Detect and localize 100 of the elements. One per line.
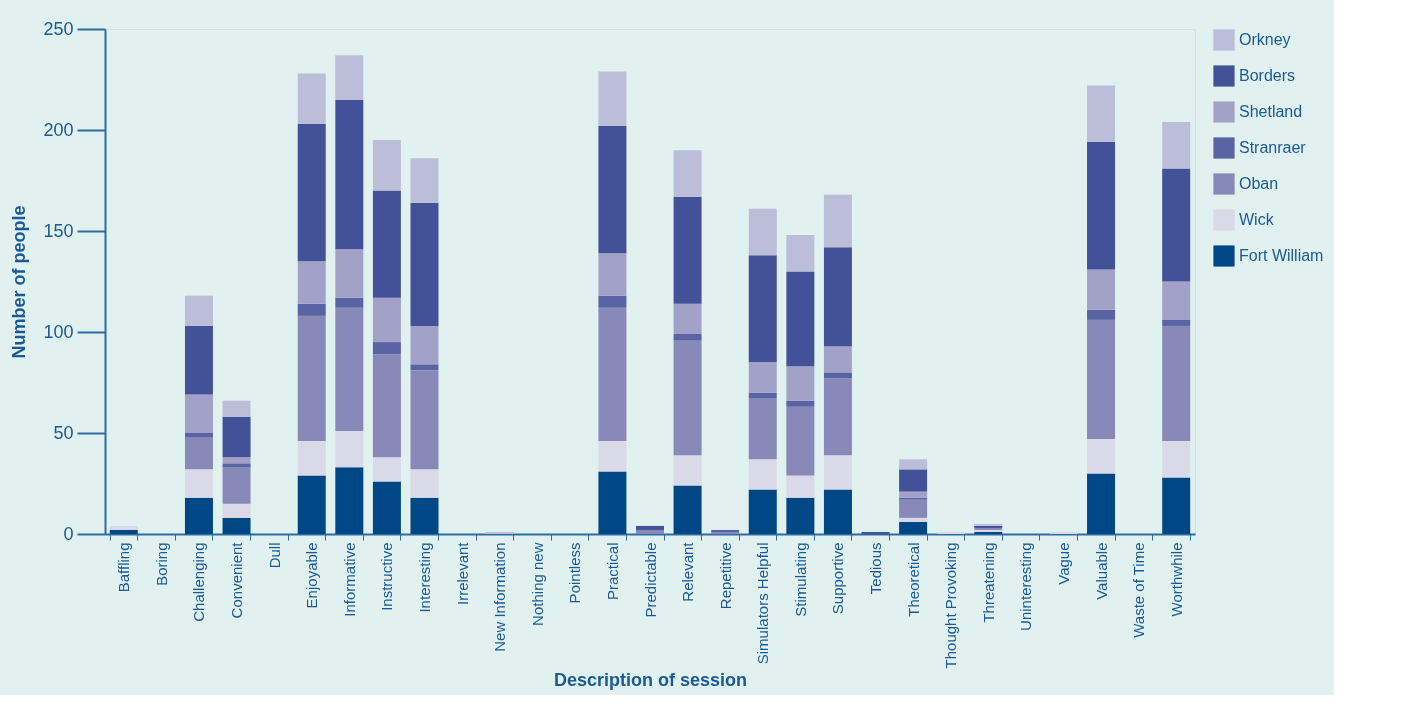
bar (372, 354, 401, 458)
bar (222, 416, 251, 458)
bar (335, 55, 364, 100)
bar (636, 525, 664, 530)
bar (748, 489, 777, 534)
x-axis-title: Description of session (553, 670, 748, 691)
legend-label: Orkney (1239, 31, 1291, 48)
bar (297, 315, 326, 442)
bar (1087, 309, 1116, 320)
bar (297, 303, 326, 316)
x-tick-label: Tedious (867, 542, 885, 595)
bar (823, 194, 852, 248)
bar (410, 469, 439, 498)
x-tick-label: Threatening (979, 542, 997, 623)
bar (598, 441, 627, 472)
bar (372, 140, 401, 191)
bar (598, 295, 627, 308)
bar (410, 497, 439, 534)
bar (1087, 439, 1116, 474)
bar (673, 303, 702, 335)
bar (184, 325, 213, 395)
bar (184, 295, 213, 326)
bar (485, 531, 514, 534)
x-tick-label: Convenient (228, 541, 246, 619)
x-tick-label: Interesting (415, 542, 433, 613)
x-tick-label: Boring (152, 542, 170, 586)
bar (936, 531, 965, 534)
bar (899, 517, 928, 522)
bar (1162, 168, 1191, 282)
bar (1087, 142, 1116, 270)
bar (372, 342, 401, 355)
bar (184, 394, 213, 433)
x-tick-label: Theoretical (904, 542, 922, 617)
bar (372, 190, 401, 298)
bar (673, 340, 702, 456)
bar (748, 255, 777, 363)
y-tick-label: 150 (43, 220, 74, 241)
bar (1049, 531, 1078, 534)
x-tick-label: Relevant (679, 541, 697, 602)
bar (1087, 85, 1116, 143)
x-tick-label: Practical (603, 542, 621, 601)
x-tick-label: Challenging (190, 542, 208, 622)
bar (823, 455, 852, 490)
bar (372, 481, 401, 534)
x-tick-label: New Information (491, 542, 509, 652)
bar (786, 366, 815, 401)
legend-label: Oban (1239, 175, 1279, 192)
bar (899, 491, 928, 498)
x-tick-label: Pointless (566, 542, 584, 604)
bar (786, 271, 815, 367)
bar (823, 378, 852, 456)
bar (598, 307, 627, 442)
bar (109, 525, 138, 530)
bar (598, 71, 627, 126)
x-tick-label: Uninteresting (1017, 542, 1035, 631)
bar (748, 398, 777, 460)
x-tick-label: Nothing new (528, 542, 546, 626)
bar (335, 249, 364, 298)
bar (786, 400, 815, 407)
legend-label: Fort William (1239, 247, 1324, 264)
bar (372, 457, 401, 482)
bar (598, 471, 627, 534)
bar (823, 247, 852, 347)
bar (1162, 477, 1191, 534)
bar (673, 455, 702, 486)
y-tick-label: 50 (53, 422, 74, 443)
bar (1162, 281, 1191, 320)
x-tick-label: Supportive (829, 542, 847, 615)
legend-label: Wick (1239, 211, 1275, 228)
bar (335, 430, 364, 468)
bar (598, 253, 627, 296)
x-tick-label: Stimulating (791, 542, 809, 617)
bar (410, 202, 439, 326)
bar (823, 372, 852, 379)
bar (410, 364, 439, 371)
bar (673, 150, 702, 197)
bar (1087, 269, 1116, 310)
bar (899, 521, 928, 534)
bar (184, 433, 213, 438)
bar (748, 392, 777, 399)
bar (222, 503, 251, 518)
bar (673, 196, 702, 304)
bar (748, 362, 777, 393)
x-tick-label: Instructive (378, 542, 396, 611)
bar (184, 437, 213, 470)
bar (598, 125, 627, 254)
bar (335, 99, 364, 250)
bar (335, 307, 364, 431)
bar (899, 469, 928, 492)
bar (636, 529, 664, 534)
x-tick-label: Simulators Helpful (754, 542, 772, 665)
bar (297, 441, 326, 476)
bar (410, 370, 439, 470)
bar (823, 489, 852, 534)
bar (1087, 473, 1116, 534)
bar (748, 208, 777, 256)
bar (372, 297, 401, 343)
x-tick-label: Vague (1054, 542, 1072, 585)
bar (1162, 325, 1191, 442)
bar (184, 497, 213, 534)
